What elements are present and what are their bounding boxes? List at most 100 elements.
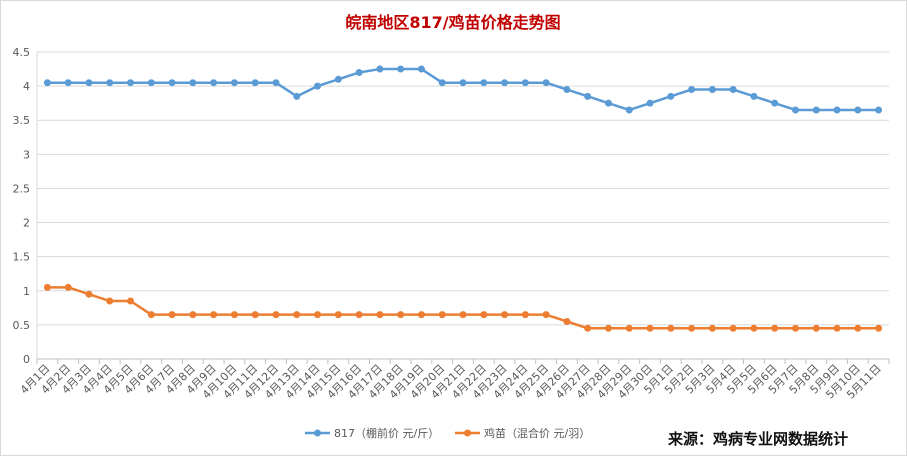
data-point-817 xyxy=(64,79,72,87)
data-point-chick xyxy=(729,324,737,332)
data-point-817 xyxy=(210,79,218,87)
y-tick-label: 0 xyxy=(23,353,30,366)
data-point-817 xyxy=(501,79,509,87)
data-point-chick xyxy=(854,324,862,332)
data-point-chick xyxy=(542,311,550,319)
y-tick-label: 2 xyxy=(23,217,30,230)
y-tick-label: 1 xyxy=(23,285,30,298)
y-tick-label: 1.5 xyxy=(13,251,31,264)
data-point-817 xyxy=(127,79,135,87)
data-point-817 xyxy=(729,86,737,94)
data-point-chick xyxy=(314,311,322,319)
data-point-817 xyxy=(771,99,779,107)
data-point-817 xyxy=(397,65,405,73)
data-point-817 xyxy=(521,79,529,87)
data-point-817 xyxy=(334,75,342,83)
legend-item-817: 817（棚前价 元/斤） xyxy=(305,426,439,440)
data-point-chick xyxy=(459,311,467,319)
gridlines xyxy=(37,51,889,326)
data-point-chick xyxy=(833,324,841,332)
data-point-817 xyxy=(43,79,51,87)
data-point-817 xyxy=(750,92,758,100)
y-tick-label: 4.5 xyxy=(13,46,31,59)
data-point-817 xyxy=(875,106,883,114)
y-tick-label: 4 xyxy=(23,80,30,93)
data-point-817 xyxy=(355,68,363,76)
data-point-chick xyxy=(293,311,301,319)
data-point-817 xyxy=(667,92,675,100)
data-point-chick xyxy=(43,283,51,291)
data-point-chick xyxy=(106,297,114,305)
data-point-817 xyxy=(584,92,592,100)
data-point-817 xyxy=(147,79,155,87)
data-point-817 xyxy=(812,106,820,114)
data-point-817 xyxy=(459,79,467,87)
y-tick-label: 3.5 xyxy=(13,114,31,127)
data-point-chick xyxy=(230,311,238,319)
data-point-chick xyxy=(791,324,799,332)
data-point-817 xyxy=(563,86,571,94)
legend-item-chick: 鸡苗（混合价 元/羽） xyxy=(455,426,590,440)
data-point-chick xyxy=(771,324,779,332)
data-point-chick xyxy=(625,324,633,332)
data-point-chick xyxy=(646,324,654,332)
data-point-817 xyxy=(189,79,197,87)
data-point-chick xyxy=(501,311,509,319)
data-point-chick xyxy=(127,297,135,305)
legend-marker xyxy=(314,429,321,437)
legend-marker xyxy=(464,429,471,437)
data-point-817 xyxy=(791,106,799,114)
source-note: 来源：鸡病专业网数据统计 xyxy=(667,430,848,448)
data-point-chick xyxy=(521,311,529,319)
data-point-817 xyxy=(438,79,446,87)
data-point-chick xyxy=(667,324,675,332)
data-point-817 xyxy=(417,65,425,73)
data-point-chick xyxy=(210,311,218,319)
data-point-chick xyxy=(417,311,425,319)
y-tick-label: 3 xyxy=(23,148,30,161)
data-point-817 xyxy=(168,79,176,87)
data-point-817 xyxy=(106,79,114,87)
data-point-817 xyxy=(293,92,301,100)
legend: 817（棚前价 元/斤） 鸡苗（混合价 元/羽） xyxy=(305,426,590,440)
data-point-chick xyxy=(85,290,93,298)
data-point-chick xyxy=(480,311,488,319)
series-layer xyxy=(43,65,883,332)
data-point-817 xyxy=(272,79,280,87)
data-point-817 xyxy=(314,82,322,90)
y-tick-label: 0.5 xyxy=(13,319,31,332)
data-point-817 xyxy=(604,99,612,107)
data-point-chick xyxy=(168,311,176,319)
data-point-chick xyxy=(272,311,280,319)
data-point-chick xyxy=(875,324,883,332)
data-point-817 xyxy=(854,106,862,114)
data-point-chick xyxy=(812,324,820,332)
data-point-chick xyxy=(688,324,696,332)
legend-label: 鸡苗（混合价 元/羽） xyxy=(484,426,590,440)
data-point-817 xyxy=(376,65,384,73)
data-point-817 xyxy=(625,106,633,114)
data-point-chick xyxy=(584,324,592,332)
data-point-chick xyxy=(147,311,155,319)
data-point-817 xyxy=(230,79,238,87)
data-point-chick xyxy=(251,311,259,319)
data-point-817 xyxy=(833,106,841,114)
data-point-817 xyxy=(646,99,654,107)
data-point-chick xyxy=(604,324,612,332)
data-point-chick xyxy=(563,317,571,325)
data-point-chick xyxy=(397,311,405,319)
y-tick-label: 2.5 xyxy=(13,182,31,195)
data-point-chick xyxy=(189,311,197,319)
data-point-817 xyxy=(251,79,259,87)
data-point-chick xyxy=(334,311,342,319)
legend-label: 817（棚前价 元/斤） xyxy=(334,426,439,440)
data-point-chick xyxy=(355,311,363,319)
data-point-817 xyxy=(688,86,696,94)
data-point-chick xyxy=(438,311,446,319)
data-point-817 xyxy=(708,86,716,94)
chart-title: 皖南地区817/鸡苗价格走势图 xyxy=(345,13,560,32)
data-point-chick xyxy=(64,283,72,291)
